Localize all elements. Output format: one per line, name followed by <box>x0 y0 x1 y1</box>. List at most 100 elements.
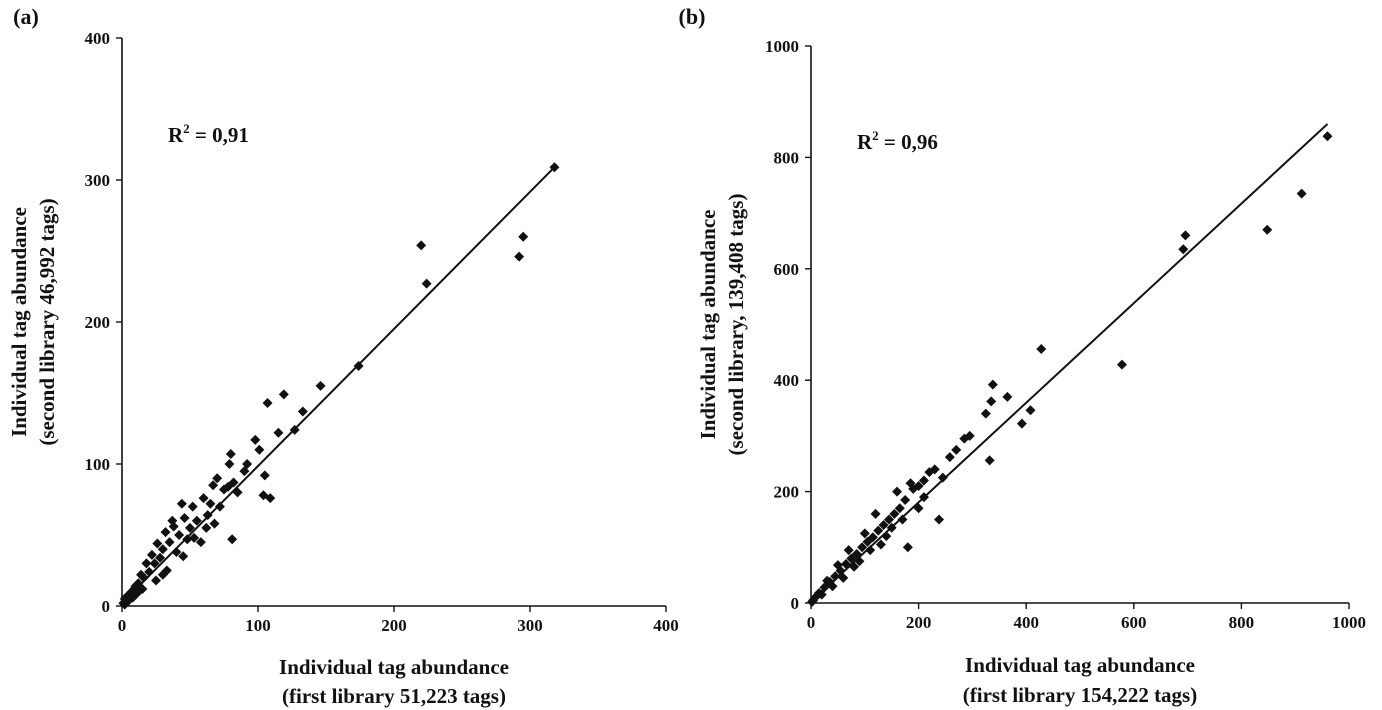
panel-a-data-point <box>160 527 171 538</box>
panel-a-data-point <box>178 551 189 562</box>
panel-a-data-point <box>208 480 219 491</box>
panel-a-data-point <box>227 534 238 545</box>
panel-b-data-point <box>822 575 833 586</box>
panel-a-data-point <box>212 473 223 484</box>
panel-a-chart: 0 100 200 300 400 0 100 200 300 400 (a) R2 = 0,91 In… <box>7 4 679 708</box>
panel-b-data-point <box>816 589 827 600</box>
panel-a-data-point <box>254 444 265 455</box>
panel-a-data-point <box>176 498 187 509</box>
panel-b-data-point <box>889 508 900 519</box>
panel-b-data-point <box>1178 244 1189 255</box>
panel-a-y-tick-label: 400 <box>85 29 111 48</box>
panel-a-x-tick-label: 0 <box>118 616 127 635</box>
panel-a-data-point <box>167 515 178 526</box>
panel-a-data-point <box>416 240 427 251</box>
panel-b-data-point <box>1002 391 1013 402</box>
panel-a-data-point <box>151 575 161 586</box>
panel-a-y-axis-title: (second library 46,992 tags) <box>35 198 59 445</box>
panel-b-data-point <box>875 539 886 550</box>
panel-b-data-point <box>894 503 905 514</box>
panel-a-y-axis-title: Individual tag abundance <box>7 207 31 437</box>
panel-a-data-point <box>182 534 193 545</box>
panel-b-data-point <box>1262 224 1273 235</box>
panel-a-data-point <box>146 549 157 560</box>
panel-b-trendline <box>810 123 1329 603</box>
panel-a-data-point <box>239 466 250 477</box>
panel-a-data-point <box>198 493 209 504</box>
panel-b-data-point <box>902 542 913 553</box>
panel-b-data-point <box>986 396 997 407</box>
panel-a-trendline <box>121 166 556 604</box>
panel-a-data-point <box>315 380 326 391</box>
panel-b-data-point <box>959 433 970 444</box>
panel-a-data-point <box>278 389 289 400</box>
panel-b-data-point <box>1025 405 1036 416</box>
panel-a-data-point <box>202 510 213 521</box>
panel-b-y-axis-title: (second library, 139,408 tags) <box>724 194 748 456</box>
panel-b-data-point <box>843 545 854 556</box>
panel-a-data-point <box>258 490 269 501</box>
panel-a-data-point <box>273 427 284 438</box>
panel-b-data-point <box>984 455 995 466</box>
panel-a-data-point <box>141 558 152 569</box>
panel-a-data-point <box>518 231 529 242</box>
panel-b-data-point <box>951 444 962 455</box>
panel-a-data-point <box>164 537 175 548</box>
panel-b-data-point <box>830 571 841 582</box>
panel-a-x-tick-label: 300 <box>517 616 543 635</box>
panel-a-y-tick-label: 0 <box>102 597 111 616</box>
panel-b-data-point <box>873 525 884 536</box>
panel-a-data-point <box>136 569 147 580</box>
panel-b-data-point <box>878 520 889 531</box>
panel-a-data-point <box>219 484 229 495</box>
panel-a-data-point <box>250 434 261 445</box>
panel-a-x-axis-title: (first library 51,223 tags) <box>282 684 506 708</box>
panel-b-x-tick-label: 400 <box>1013 613 1039 632</box>
panel-a-data-point <box>209 518 220 529</box>
panel-b-data-point <box>1016 418 1027 429</box>
panel-b-data-point <box>870 508 881 519</box>
panel-b-data-point <box>937 472 948 483</box>
panel-a-data-point <box>262 397 273 408</box>
panel-a-data-point <box>155 552 166 563</box>
panel-a-x-tick-label: 100 <box>245 616 271 635</box>
panel-a-data-point <box>185 522 195 533</box>
panel-b-y-axis-title: Individual tag abundance <box>696 210 720 440</box>
panel-b-y-tick-label: 600 <box>774 260 800 279</box>
panel-b-data-point <box>1180 230 1191 241</box>
panel-a-data-point <box>259 470 270 481</box>
panel-b-data-point <box>897 514 908 525</box>
panel-b-data-point <box>900 494 911 505</box>
panel-a-data-point <box>421 278 432 289</box>
panel-b-data-point <box>859 528 870 539</box>
panel-a-data-point <box>201 522 212 533</box>
panel-b-data-point <box>905 478 916 489</box>
panel-a-data-point <box>157 544 168 555</box>
panel-a-data-point <box>191 515 202 526</box>
panel-a-data-point <box>224 459 235 469</box>
panel-b-y-tick-label: 1000 <box>765 37 799 56</box>
panel-b-x-tick-label: 1000 <box>1332 613 1366 632</box>
panel-b-x-tick-label: 800 <box>1229 613 1255 632</box>
panel-b-data-point <box>1036 344 1047 355</box>
panel-b-data-point <box>980 408 991 419</box>
panel-a-y-tick-label: 300 <box>85 171 111 190</box>
panel-a-x-axis-title: Individual tag abundance <box>279 655 509 679</box>
panel-b-y-tick-label: 0 <box>791 594 800 613</box>
panel-a-data-point <box>225 449 236 460</box>
panel-a-data-point <box>174 530 185 540</box>
panel-b-x-tick-label: 200 <box>906 613 932 632</box>
panel-b-data-point <box>924 467 935 478</box>
panel-a-x-tick-label: 200 <box>381 616 407 635</box>
panel-a-r-squared: R2 = 0,91 <box>168 121 249 147</box>
panel-b-data-point <box>857 542 868 553</box>
panel-b-chart: 0 200 400 600 800 1000 0 200 400 600 800 1000 (b) R2 … <box>679 4 1366 707</box>
panel-a-data-point <box>297 406 308 417</box>
panel-b-data-point <box>892 486 903 497</box>
panel-b-data-point <box>1296 188 1307 199</box>
panel-b-data-point <box>832 560 843 571</box>
panel-a-data-point <box>514 251 525 262</box>
panel-b-r-squared: R2 = 0,96 <box>857 128 938 154</box>
panel-a-data-point <box>149 558 160 569</box>
